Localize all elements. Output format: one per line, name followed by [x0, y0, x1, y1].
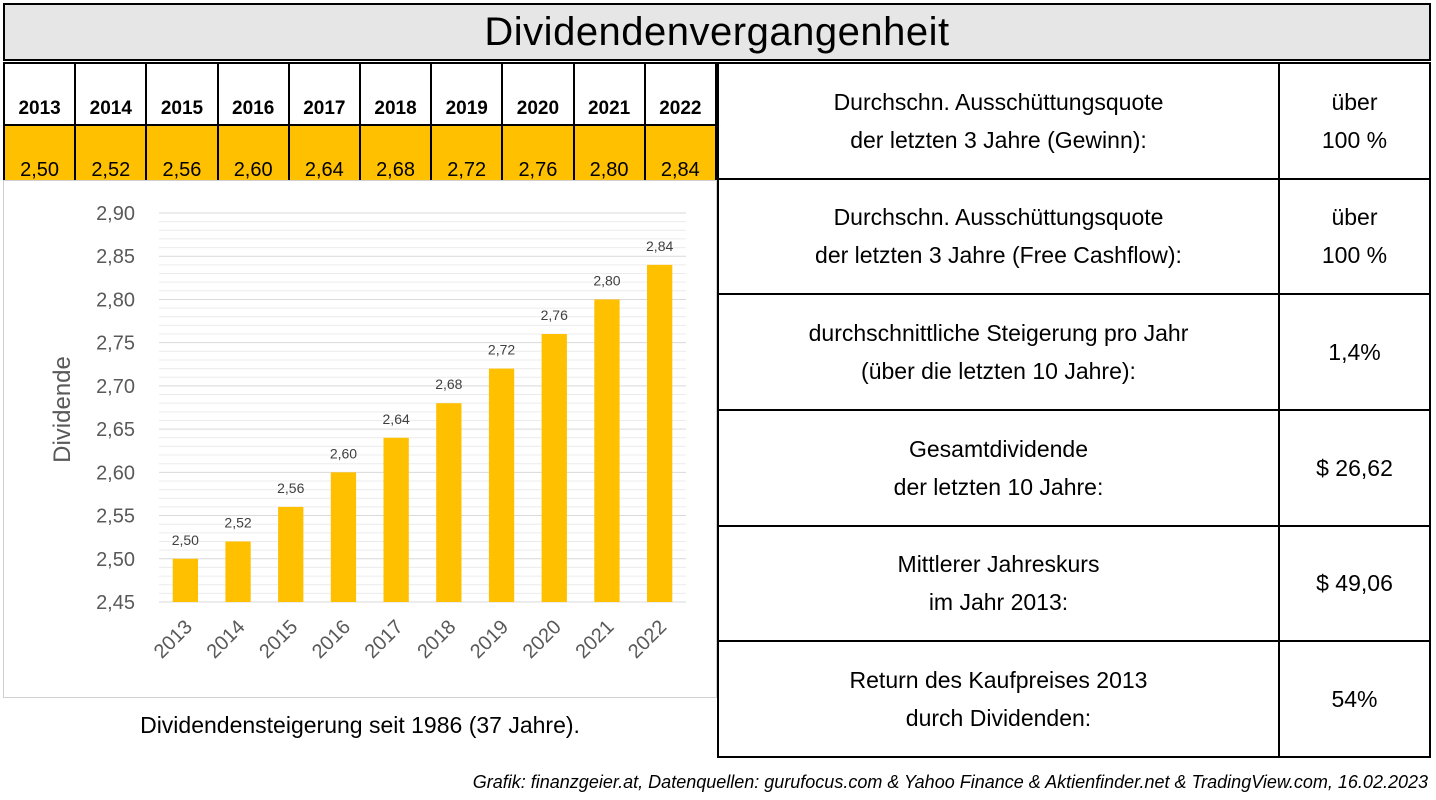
dividend-cell: 2,60 [216, 124, 290, 188]
dividend-cell: 2,72 [430, 124, 504, 188]
bar [436, 403, 462, 602]
x-tick-label: 2014 [203, 616, 250, 663]
data-label: 2,68 [435, 376, 462, 392]
page-title: Dividendenvergangenheit [3, 3, 1431, 61]
data-label: 2,72 [488, 342, 515, 358]
metric-label: Durchschn. Ausschüttungsquote der letzten… [717, 177, 1280, 296]
dividend-cell: 2,76 [501, 124, 575, 188]
data-label: 2,50 [172, 532, 199, 548]
metric-value: über 100 % [1278, 62, 1431, 180]
year-cell: 2017 [287, 62, 361, 126]
dividend-cell: 2,84 [643, 124, 718, 188]
y-tick-label: 2,60 [96, 462, 135, 484]
year-cell: 2015 [145, 62, 219, 126]
year-row: 2013 2014 2015 2016 2017 2018 2019 2020 … [2, 62, 718, 126]
data-label: 2,60 [330, 445, 357, 461]
dividend-row: 2,50 2,52 2,56 2,60 2,64 2,68 2,72 2,76 … [2, 124, 718, 188]
metric-value: 1,4% [1278, 293, 1431, 411]
dividend-year-table: 2013 2014 2015 2016 2017 2018 2019 2020 … [2, 62, 718, 188]
metric-row: Return des Kaufpreises 2013 durch Dividen… [717, 640, 1431, 758]
year-cell: 2021 [572, 62, 646, 126]
year-cell: 2022 [643, 62, 718, 126]
dividend-cell: 2,64 [287, 124, 361, 188]
x-tick-label: 2016 [308, 616, 355, 663]
metric-value: 54% [1278, 640, 1431, 758]
x-tick-label: 2018 [413, 616, 460, 663]
data-label: 2,52 [224, 514, 251, 530]
metric-label: durchschnittliche Steigerung pro Jahr (üb… [717, 293, 1280, 411]
data-label: 2,76 [541, 307, 568, 323]
metric-row: Mittlerer Jahreskurs im Jahr 2013: $ 49,0… [717, 524, 1431, 643]
y-tick-label: 2,65 [96, 419, 135, 441]
x-tick-label: 2017 [361, 616, 408, 663]
bar [594, 299, 620, 602]
dividend-cell: 2,56 [145, 124, 219, 188]
y-tick-label: 2,55 [96, 506, 135, 528]
year-cell: 2016 [216, 62, 290, 126]
dividend-bar-chart: 2,45 2,50 2,55 2,60 2,65 2,70 2,75 2,80 2,85 2,90… [49, 203, 686, 663]
metrics-table: Durchschn. Ausschüttungsquote der letzten… [717, 62, 1431, 758]
x-tick-label: 2022 [624, 616, 671, 663]
dividend-chart: 2,45 2,50 2,55 2,60 2,65 2,70 2,75 2,80 2,85 2,90… [3, 180, 717, 698]
x-tick-label: 2020 [519, 616, 566, 663]
x-tick-label: 2013 [150, 616, 197, 663]
year-cell: 2014 [74, 62, 148, 126]
dividend-cell: 2,52 [74, 124, 148, 188]
bar [330, 472, 357, 602]
metric-label: Durchschn. Ausschüttungsquote der letzten… [717, 62, 1280, 180]
bar [647, 264, 673, 602]
x-tick-label: 2021 [571, 616, 618, 663]
dividend-cell: 2,68 [358, 124, 433, 188]
bar [172, 558, 198, 602]
metric-value: über 100 % [1278, 177, 1431, 296]
x-tick-label: 2015 [255, 616, 302, 663]
year-cell: 2020 [501, 62, 575, 126]
year-cell: 2018 [358, 62, 433, 126]
metric-label: Gesamtdividende der letzten 10 Jahre: [717, 408, 1280, 527]
metric-value: $ 26,62 [1278, 408, 1431, 527]
data-label: 2,56 [277, 480, 304, 496]
metric-row: Durchschn. Ausschüttungsquote der letzten… [717, 177, 1431, 296]
metric-row: durchschnittliche Steigerung pro Jahr (üb… [717, 293, 1431, 411]
y-axis-title: Dividende [49, 356, 76, 463]
year-cell: 2019 [430, 62, 504, 126]
bar [278, 506, 304, 602]
data-label: 2,80 [593, 272, 620, 288]
metric-label: Return des Kaufpreises 2013 durch Dividen… [717, 640, 1280, 758]
bar [488, 368, 515, 602]
y-tick-label: 2,85 [96, 246, 135, 268]
year-cell: 2013 [2, 62, 77, 126]
metric-row: Gesamtdividende der letzten 10 Jahre: $ 2… [717, 408, 1431, 527]
dividend-cell: 2,80 [572, 124, 646, 188]
data-label: 2,64 [383, 411, 410, 427]
y-tick-label: 2,50 [96, 549, 135, 571]
metric-row: Durchschn. Ausschüttungsquote der letzten… [717, 62, 1431, 180]
bar [383, 437, 409, 602]
bar [225, 541, 251, 602]
metric-label: Mittlerer Jahreskurs im Jahr 2013: [717, 524, 1280, 643]
chart-caption: Dividendensteigerung seit 1986 (37 Jahre… [140, 712, 580, 738]
y-tick-label: 2,90 [96, 203, 135, 225]
metric-value: $ 49,06 [1278, 524, 1431, 643]
source-footer: Grafik: finanzgeier.at, Datenquellen: gu… [472, 772, 1428, 792]
y-tick-label: 2,80 [96, 289, 135, 311]
y-tick-label: 2,45 [96, 592, 135, 614]
y-tick-label: 2,70 [96, 376, 135, 398]
dividend-cell: 2,50 [2, 124, 77, 188]
bar [541, 334, 567, 602]
x-tick-label: 2019 [466, 616, 513, 663]
y-tick-label: 2,75 [96, 333, 135, 355]
data-label: 2,84 [646, 238, 673, 254]
